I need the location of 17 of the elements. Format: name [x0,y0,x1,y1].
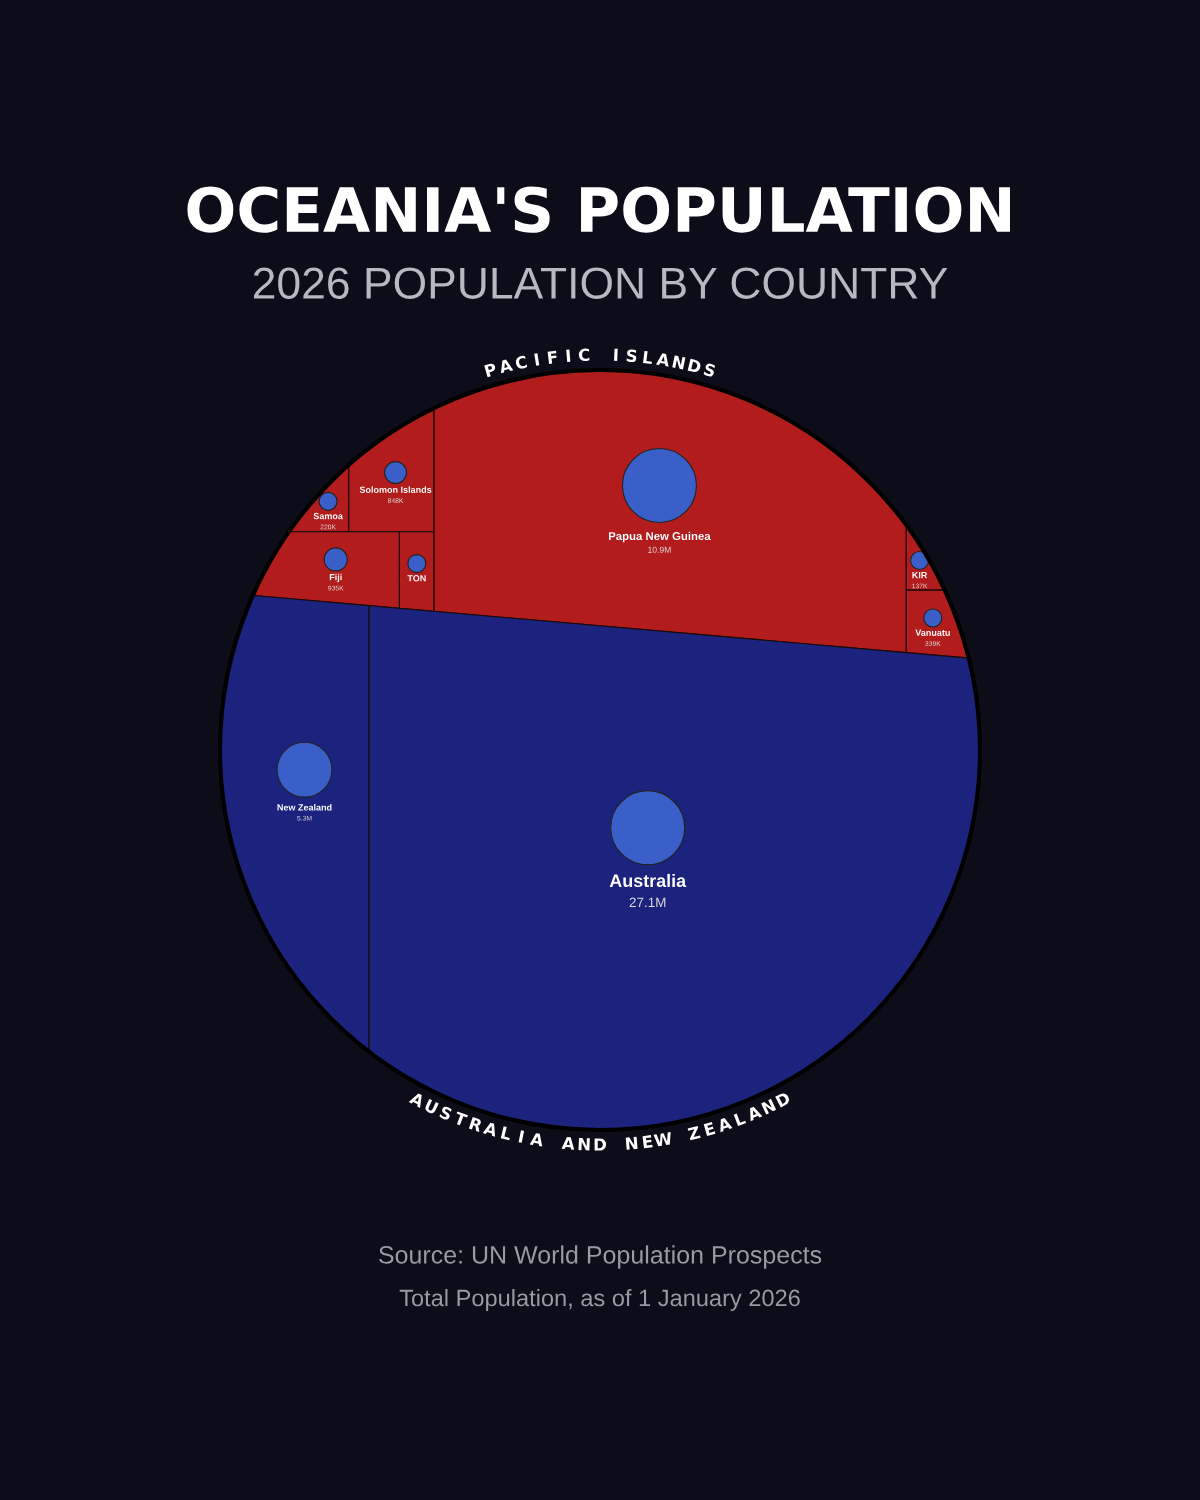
text: AUSTRALIA AND NEW ZEALAND [408,1091,791,1151]
text: OCEANIA'S POPULATION [187,186,1010,233]
text: Total Population, as of 1 January 2026 [399,1288,800,1312]
category-label: TON [407,575,426,582]
category-label: Samoa [313,512,343,520]
source-note: Source: UN World Population Prospects [379,1245,822,1269]
category-label: KIR [912,572,928,579]
category-label: Solomon Islands [359,486,432,493]
data-label: 10.9M [648,546,671,553]
category-label: Australia [609,873,687,888]
text: PACIFIC ISLANDS [484,348,717,378]
category-label: Fiji [329,573,342,583]
text: 2026 POPULATION BY COUNTRY [253,267,948,299]
category-label: New Zealand [277,803,332,811]
category-label: Vanuatu [915,629,950,636]
data-label: 27.1M [629,897,666,907]
category-label: Papua New Guinea [608,531,711,543]
